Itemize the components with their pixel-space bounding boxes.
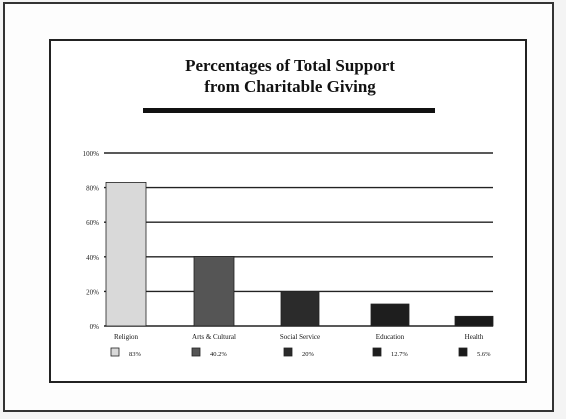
legend-value-label: 83% xyxy=(129,351,142,358)
legend-value-label: 40.2% xyxy=(210,351,227,358)
y-tick-label: 20% xyxy=(86,288,99,296)
bar xyxy=(280,290,320,327)
category-label: Arts & Cultural xyxy=(192,333,236,341)
bar xyxy=(370,303,410,327)
bar xyxy=(105,182,147,327)
legend-value-label: 20% xyxy=(302,351,315,358)
legend-swatch xyxy=(110,347,120,357)
category-label: Health xyxy=(465,333,484,341)
category-label: Religion xyxy=(114,333,139,341)
title-underline xyxy=(143,108,435,113)
legend-value-label: 12.7% xyxy=(391,351,408,358)
bar-chart: 0% 20% 40% 60% 80% 100% Religion 83% Arts & Cult… xyxy=(83,150,494,358)
chart-title-line-1: Percentages of Total Support xyxy=(185,56,395,75)
y-tick-label: 40% xyxy=(86,254,99,262)
y-tick-label: 60% xyxy=(86,219,99,227)
y-tick-label: 100% xyxy=(83,150,100,158)
chart-panel: Percentages of Total Support from Charit… xyxy=(49,39,527,383)
category-label: Social Service xyxy=(280,333,320,341)
legend-swatch xyxy=(372,347,382,357)
chart-title-line-2: from Charitable Giving xyxy=(204,77,376,96)
legend-value-label: 5.6% xyxy=(477,351,491,358)
category-label: Education xyxy=(376,333,405,341)
legend-swatch xyxy=(458,347,468,357)
slide-frame: Percentages of Total Support from Charit… xyxy=(3,2,554,412)
legend-swatch xyxy=(283,347,293,357)
y-tick-label: 0% xyxy=(90,323,100,331)
legend-swatch xyxy=(191,347,201,357)
bar xyxy=(193,256,235,327)
y-tick-label: 80% xyxy=(86,185,99,193)
bar xyxy=(454,315,494,327)
